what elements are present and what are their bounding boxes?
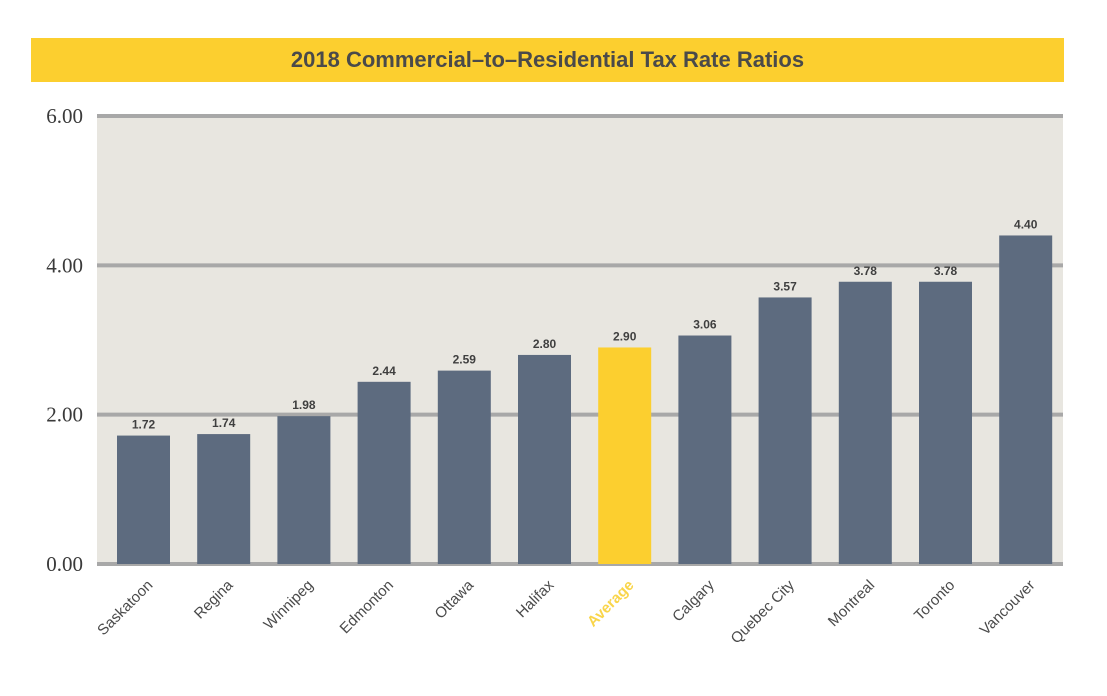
plot-area bbox=[97, 116, 1063, 564]
title-background bbox=[31, 38, 1064, 82]
value-label: 3.06 bbox=[693, 318, 717, 332]
category-label: Calgary bbox=[669, 576, 718, 625]
value-label: 1.74 bbox=[212, 416, 236, 430]
bar-edmonton bbox=[357, 381, 411, 564]
category-label: Quebec City bbox=[728, 576, 799, 647]
category-label: Toronto bbox=[911, 577, 958, 624]
bar-montreal bbox=[838, 281, 892, 564]
bar-vancouver bbox=[999, 235, 1053, 564]
category-label: Edmonton bbox=[337, 577, 397, 637]
category-labels: Saskatoon Regina Winnipeg Edmonton Ottawa Hal… bbox=[94, 576, 1038, 647]
value-label: 1.98 bbox=[292, 398, 316, 412]
bar-quebec-city bbox=[758, 297, 812, 564]
bars bbox=[117, 235, 1053, 564]
y-tick-label: 4.00 bbox=[46, 253, 83, 277]
category-label: Winnipeg bbox=[260, 577, 316, 633]
category-label: Vancouver bbox=[977, 577, 1039, 639]
bar-toronto bbox=[919, 281, 972, 564]
category-label: Ottawa bbox=[431, 576, 477, 622]
y-tick-label: 0.00 bbox=[46, 552, 83, 576]
category-label: Halifax bbox=[513, 576, 558, 621]
value-label: 2.90 bbox=[613, 329, 637, 343]
bar-regina bbox=[197, 434, 251, 564]
value-label: 1.72 bbox=[132, 418, 156, 432]
category-label: Regina bbox=[191, 576, 237, 622]
value-label: 3.78 bbox=[934, 264, 958, 278]
y-tick-label: 6.00 bbox=[46, 104, 83, 128]
gridlines bbox=[97, 114, 1063, 566]
value-label: 4.40 bbox=[1014, 217, 1038, 231]
y-tick-label: 2.00 bbox=[46, 403, 83, 427]
value-labels: 1.72 1.74 1.98 2.44 2.59 2.80 2.90 3.06 3.57 3.78… bbox=[132, 217, 1038, 431]
value-label: 2.59 bbox=[453, 353, 477, 367]
value-label: 2.44 bbox=[372, 364, 396, 378]
y-axis-ticks: 0.00 2.00 4.00 6.00 bbox=[46, 104, 83, 576]
value-label: 3.57 bbox=[773, 279, 797, 293]
bar-halifax bbox=[518, 354, 571, 564]
bar-winnipeg bbox=[277, 416, 331, 564]
bar-ottawa bbox=[437, 370, 491, 564]
bar-saskatoon bbox=[117, 435, 170, 564]
category-label: Montreal bbox=[825, 577, 878, 630]
value-label: 3.78 bbox=[854, 264, 878, 278]
category-label: Saskatoon bbox=[94, 577, 156, 639]
category-label: Average bbox=[584, 577, 637, 630]
value-label: 2.80 bbox=[533, 337, 557, 351]
bar-average bbox=[598, 347, 652, 564]
bar-calgary bbox=[678, 335, 732, 564]
chart-title: 2018 Commercial–to–Residential Tax Rate … bbox=[290, 47, 805, 72]
